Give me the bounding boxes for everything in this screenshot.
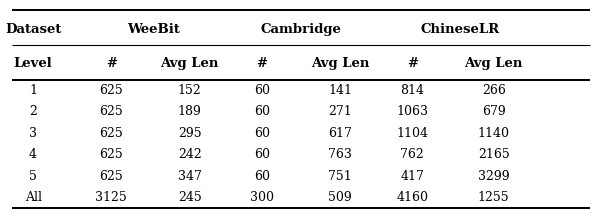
Text: 295: 295 (178, 127, 202, 140)
Text: 679: 679 (482, 105, 506, 118)
Text: 762: 762 (400, 148, 424, 161)
Text: Cambridge: Cambridge (261, 23, 341, 36)
Text: 1140: 1140 (477, 127, 510, 140)
Text: 60: 60 (254, 148, 270, 161)
Text: 625: 625 (99, 127, 123, 140)
Text: 763: 763 (328, 148, 352, 161)
Text: 3: 3 (29, 127, 37, 140)
Text: 625: 625 (99, 170, 123, 183)
Text: 189: 189 (178, 105, 202, 118)
Text: 60: 60 (254, 84, 270, 97)
Text: #: # (407, 57, 418, 70)
Text: WeeBit: WeeBit (127, 23, 180, 36)
Text: Level: Level (14, 57, 52, 70)
Text: 1104: 1104 (396, 127, 429, 140)
Text: 625: 625 (99, 105, 123, 118)
Text: 509: 509 (328, 191, 352, 204)
Text: 625: 625 (99, 84, 123, 97)
Text: 4160: 4160 (396, 191, 429, 204)
Text: 5: 5 (29, 170, 37, 183)
Text: 417: 417 (400, 170, 424, 183)
Text: #: # (106, 57, 117, 70)
Text: 242: 242 (178, 148, 202, 161)
Text: 751: 751 (328, 170, 352, 183)
Text: 617: 617 (328, 127, 352, 140)
Text: 152: 152 (178, 84, 202, 97)
Text: 60: 60 (254, 127, 270, 140)
Text: #: # (256, 57, 267, 70)
Text: 60: 60 (254, 170, 270, 183)
Text: 3299: 3299 (478, 170, 509, 183)
Text: 814: 814 (400, 84, 424, 97)
Text: Avg Len: Avg Len (161, 57, 219, 70)
Text: 60: 60 (254, 105, 270, 118)
Text: 2165: 2165 (478, 148, 509, 161)
Text: 245: 245 (178, 191, 202, 204)
Text: 300: 300 (250, 191, 274, 204)
Text: 347: 347 (178, 170, 202, 183)
Text: All: All (25, 191, 42, 204)
Text: 271: 271 (328, 105, 352, 118)
Text: 1063: 1063 (396, 105, 429, 118)
Text: 4: 4 (29, 148, 37, 161)
Text: 2: 2 (29, 105, 37, 118)
Text: Avg Len: Avg Len (465, 57, 523, 70)
Text: Dataset: Dataset (5, 23, 61, 36)
Text: ChineseLR: ChineseLR (421, 23, 500, 36)
Text: Avg Len: Avg Len (311, 57, 369, 70)
Text: 266: 266 (482, 84, 506, 97)
Text: 1255: 1255 (478, 191, 509, 204)
Text: 1: 1 (29, 84, 37, 97)
Text: 141: 141 (328, 84, 352, 97)
Text: 625: 625 (99, 148, 123, 161)
Text: 3125: 3125 (96, 191, 127, 204)
